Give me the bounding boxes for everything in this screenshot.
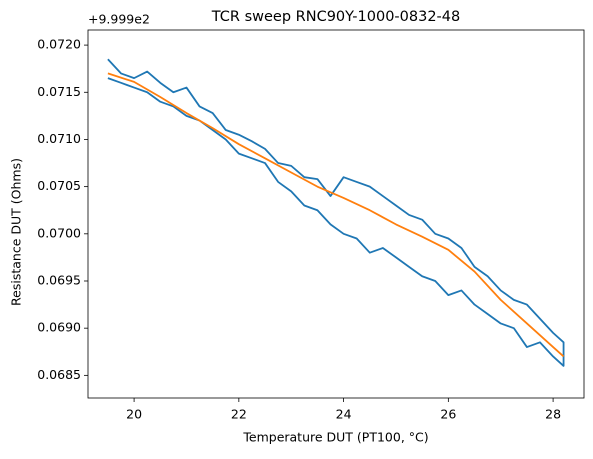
y-tick-label: 0.0685 <box>37 367 81 382</box>
plot-frame <box>87 29 585 399</box>
data-line <box>107 58 565 367</box>
x-tick-label: 28 <box>545 407 561 422</box>
x-tick-label: 26 <box>440 407 456 422</box>
chart-title: TCR sweep RNC90Y-1000-0832-48 <box>211 9 460 25</box>
y-tick-label: 0.0690 <box>37 320 81 335</box>
y-tick-label: 0.0715 <box>37 84 81 99</box>
y-tick-label: 0.0705 <box>37 178 81 193</box>
y-tick-label: 0.0695 <box>37 272 81 287</box>
y-tick-label: 0.0720 <box>37 37 81 52</box>
data-line <box>107 72 565 358</box>
x-axis-label: Temperature DUT (PT100, °C) <box>242 430 428 445</box>
y-tick-label: 0.0700 <box>37 225 81 240</box>
y-axis-label: Resistance DUT (Ohms) <box>9 158 24 306</box>
x-tick-label: 22 <box>231 407 247 422</box>
x-tick-label: 20 <box>126 407 142 422</box>
x-tick-label: 24 <box>336 407 352 422</box>
y-tick-label: 0.0710 <box>37 131 81 146</box>
y-offset-label: +9.999e2 <box>88 12 150 27</box>
